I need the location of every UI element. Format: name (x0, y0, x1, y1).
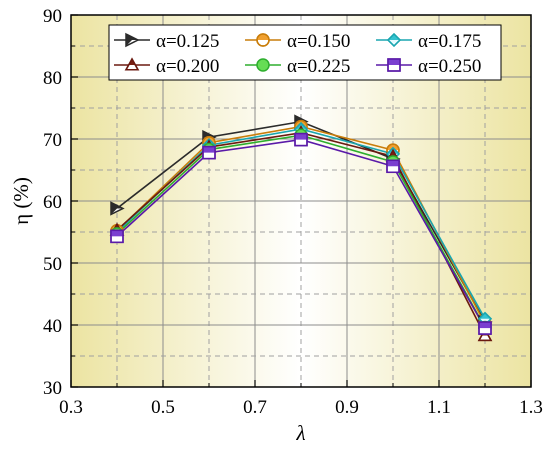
data-point-s6-3 (294, 132, 308, 147)
legend-marker (386, 32, 402, 48)
data-point-s6-4 (386, 159, 400, 174)
legend-label: α=0.125 (156, 31, 219, 52)
legend-marker (125, 32, 140, 48)
legend-label: α=0.175 (418, 31, 481, 52)
y-tick-label: 40 (43, 316, 62, 337)
legend-label: α=0.200 (156, 56, 219, 77)
axis-ticks (70, 14, 532, 388)
y-tick-label: 70 (43, 130, 62, 151)
y-axis-label: η (%) (9, 177, 33, 225)
y-tick-label: 30 (43, 378, 62, 399)
x-tick-label: 0.9 (335, 397, 359, 418)
legend-box (108, 24, 502, 81)
legend: α=0.125 α=0.150 α=0.175 α=0.200 α=0.225 α=0.2… (108, 24, 502, 81)
x-tick-label: 0.3 (59, 397, 83, 418)
legend-label: α=0.150 (287, 31, 350, 52)
axis-tick-labels: 0.3 0.5 0.7 0.9 1.1 1.3 30 40 50 60 70 80 90 (43, 6, 543, 418)
series-markers (109, 114, 493, 342)
legend-label: α=0.225 (287, 56, 350, 77)
legend-marker (124, 57, 140, 71)
data-point-s6-5 (478, 321, 492, 335)
x-tick-label: 0.7 (243, 397, 267, 418)
legend-label: α=0.250 (418, 56, 481, 77)
y-tick-label: 80 (43, 68, 62, 89)
x-tick-label: 1.3 (519, 397, 543, 418)
legend-marker (387, 58, 401, 72)
data-point-s1-1 (110, 201, 125, 216)
x-tick-label: 0.5 (151, 397, 175, 418)
data-point-s6-2 (202, 145, 216, 160)
y-tick-label: 90 (43, 6, 62, 27)
x-tick-label: 1.1 (427, 397, 451, 418)
legend-marker (256, 33, 270, 47)
data-point-s6-1 (110, 229, 124, 244)
y-tick-label: 50 (43, 254, 62, 275)
y-tick-label: 60 (43, 192, 62, 213)
x-axis-label: λ (295, 421, 305, 445)
legend-marker (256, 58, 270, 72)
